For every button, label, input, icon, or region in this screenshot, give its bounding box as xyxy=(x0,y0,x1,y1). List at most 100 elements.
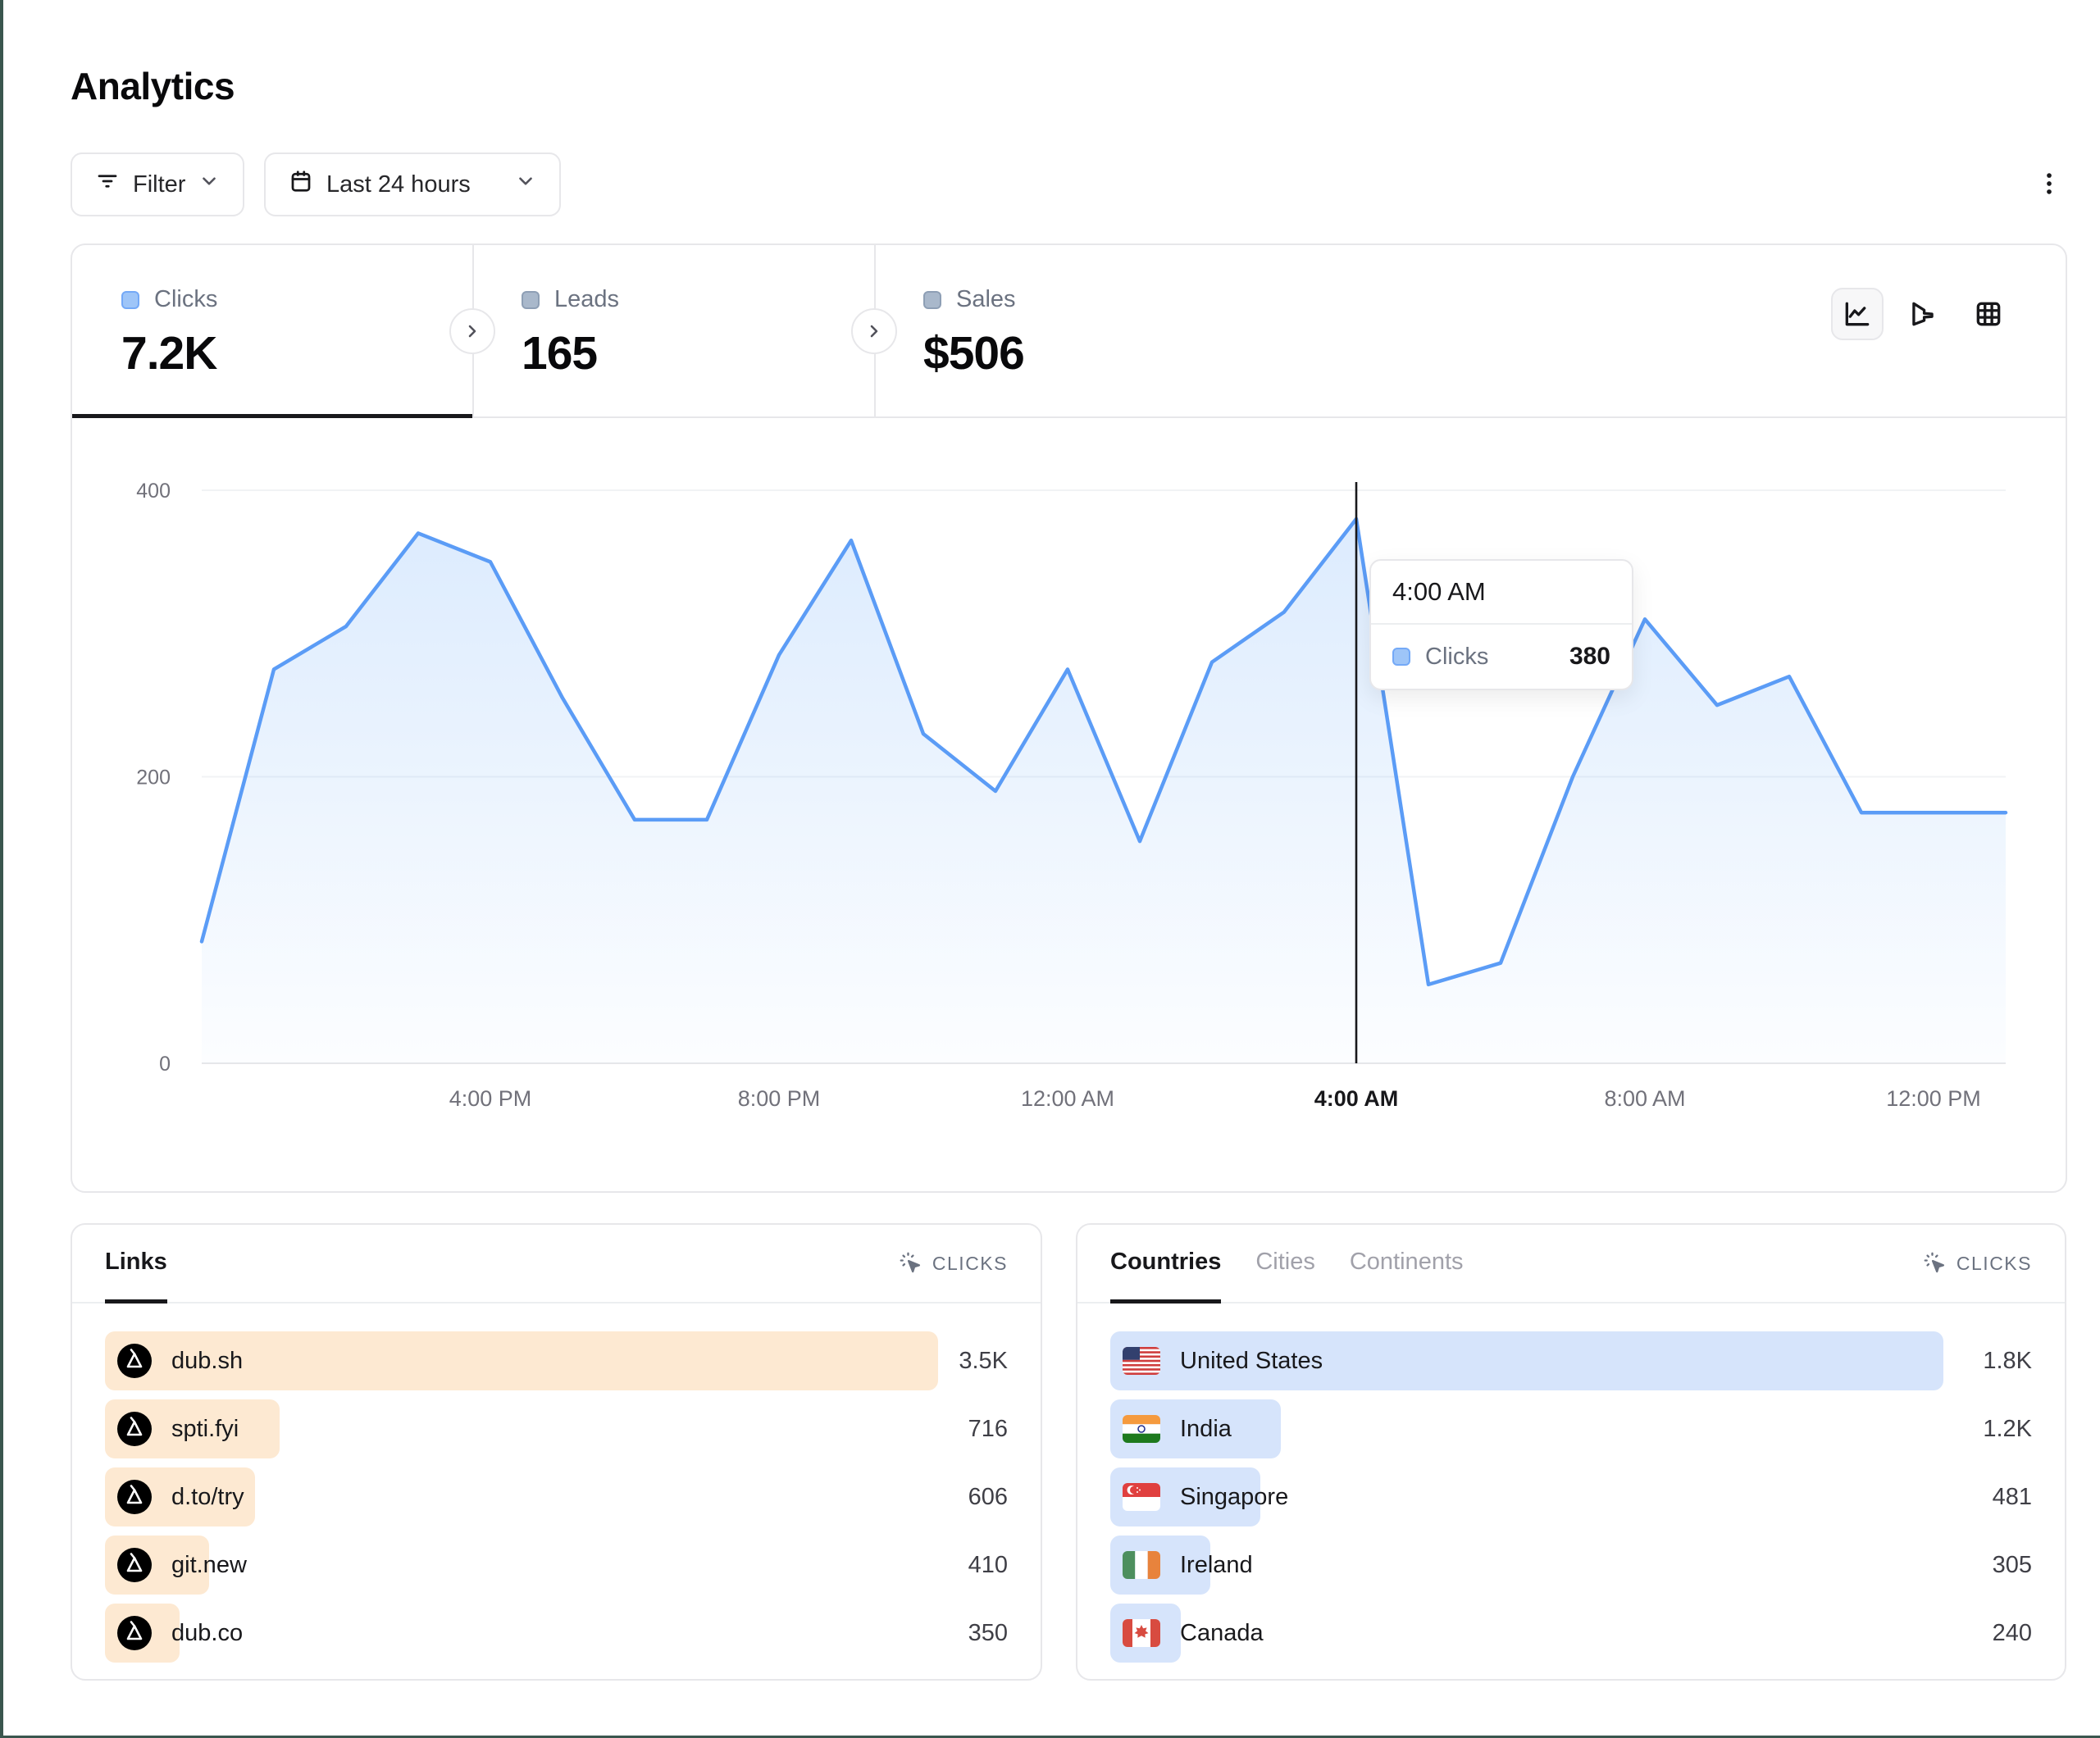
clicks-metric-value: 7.2K xyxy=(121,327,217,380)
chart-canvas[interactable]: 0 200 400 4:00 PM 8:00 PM 12:00 AM 4:00 AM 8:00… xyxy=(72,418,2066,1191)
x-axis-tick-label: 4:00 AM xyxy=(1314,1086,1399,1111)
tab-leads[interactable]: Leads 165 xyxy=(472,245,874,418)
value-bar xyxy=(1110,1331,1943,1390)
country-row-canada[interactable]: Canada 240 xyxy=(1110,1604,2032,1663)
us-flag-icon xyxy=(1123,1347,1160,1375)
clicks-metric-label: Clicks xyxy=(154,286,218,312)
row-label: git.new xyxy=(171,1551,247,1578)
links-metric-header[interactable]: CLICKS xyxy=(900,1252,1008,1275)
viewport-left-edge xyxy=(0,0,3,1738)
chevron-right-icon xyxy=(468,325,476,338)
chart-view-toggle xyxy=(1831,288,2015,340)
metrics-header: Clicks 7.2K Leads 165 Sales $506 xyxy=(72,245,2066,418)
ca-flag-icon xyxy=(1123,1619,1160,1647)
row-label: Singapore xyxy=(1180,1483,1289,1510)
clicks-area-chart[interactable]: 0 200 400 4:00 PM 8:00 PM 12:00 AM 4:00 AM 8:00… xyxy=(72,418,2066,1191)
table-grid-icon xyxy=(1976,302,2001,326)
calendar-icon xyxy=(289,169,313,200)
date-range-button[interactable]: Last 24 hours xyxy=(264,152,561,216)
filter-icon xyxy=(95,169,120,200)
link-row-dub-co[interactable]: dub.co 350 xyxy=(105,1604,1008,1663)
tooltip-metric-label: Clicks xyxy=(1425,643,1489,670)
countries-panel: Countries Cities Continents CLICKS Unite… xyxy=(1076,1223,2066,1681)
kebab-menu-icon xyxy=(2035,170,2063,200)
more-options-button[interactable] xyxy=(2024,159,2075,210)
countries-metric-header[interactable]: CLICKS xyxy=(1924,1252,2032,1275)
x-axis-tick-label: 8:00 AM xyxy=(1604,1086,1685,1111)
y-axis-tick-label: 200 xyxy=(136,767,171,789)
chevron-down-icon xyxy=(198,171,220,198)
links-panel: Links CLICKS dub.sh 3.5K spti.fyi 716 d.to/t… xyxy=(71,1223,1042,1681)
country-row-ireland[interactable]: Ireland 305 xyxy=(1110,1536,2032,1595)
dub-logo-icon xyxy=(117,1412,152,1446)
link-row-git-new[interactable]: git.new 410 xyxy=(105,1536,1008,1595)
links-list: dub.sh 3.5K spti.fyi 716 d.to/try 606 git.new 4… xyxy=(72,1304,1041,1663)
filter-button[interactable]: Filter xyxy=(71,152,244,216)
date-range-label: Last 24 hours xyxy=(326,171,471,198)
line-chart-view-button[interactable] xyxy=(1831,288,1884,340)
row-label: spti.fyi xyxy=(171,1415,239,1442)
ie-flag-icon xyxy=(1123,1551,1160,1579)
sg-flag-icon xyxy=(1123,1483,1160,1511)
tab-links[interactable]: Links xyxy=(105,1225,167,1304)
tab-cities[interactable]: Cities xyxy=(1255,1249,1315,1275)
countries-list: United States 1.8K India 1.2K Singapore 481 Ir… xyxy=(1077,1304,2065,1663)
leads-metric-label: Leads xyxy=(554,286,620,312)
clicks-line xyxy=(199,516,2008,987)
row-label: India xyxy=(1180,1415,1232,1442)
cursor-click-icon xyxy=(900,1252,920,1273)
row-value: 481 xyxy=(1992,1483,2032,1510)
viewport-bottom-edge xyxy=(0,1736,2100,1738)
table-view-button[interactable] xyxy=(1962,288,2015,340)
link-row-dub-sh[interactable]: dub.sh 3.5K xyxy=(105,1331,1008,1390)
tooltip-clicks-square-icon xyxy=(1392,648,1410,666)
x-axis-tick-label: 4:00 PM xyxy=(449,1086,532,1111)
sales-metric-label: Sales xyxy=(956,286,1016,312)
tooltip-metric-value: 380 xyxy=(1569,643,1610,670)
funnel-icon xyxy=(1912,302,1934,326)
row-value: 606 xyxy=(968,1483,1008,1510)
row-value: 716 xyxy=(968,1415,1008,1442)
tab-clicks[interactable]: Clicks 7.2K xyxy=(72,245,472,418)
dub-logo-icon xyxy=(117,1480,152,1514)
tab-countries[interactable]: Countries xyxy=(1110,1225,1222,1304)
row-value: 240 xyxy=(1992,1619,2032,1646)
x-axis-tick-label: 12:00 PM xyxy=(1886,1086,1981,1111)
y-axis-tick-label: 0 xyxy=(159,1053,171,1076)
leads-metric-value: 165 xyxy=(522,327,598,380)
value-bar xyxy=(105,1331,938,1390)
cursor-click-icon xyxy=(1924,1252,1944,1273)
row-value: 305 xyxy=(1992,1551,2032,1578)
chevron-down-icon xyxy=(515,171,536,198)
sales-legend-square-icon xyxy=(923,290,941,309)
country-row-singapore[interactable]: Singapore 481 xyxy=(1110,1467,2032,1526)
dub-logo-icon xyxy=(117,1616,152,1650)
dub-logo-icon xyxy=(117,1548,152,1582)
analytics-card: Clicks 7.2K Leads 165 Sales $506 xyxy=(71,243,2067,1193)
link-row-d-to-try[interactable]: d.to/try 606 xyxy=(105,1467,1008,1526)
x-axis-tick-label: 8:00 PM xyxy=(738,1086,821,1111)
country-row-united-states[interactable]: United States 1.8K xyxy=(1110,1331,2032,1390)
page-title: Analytics xyxy=(71,65,235,107)
link-row-spti-fyi[interactable]: spti.fyi 716 xyxy=(105,1399,1008,1458)
tab-sales[interactable]: Sales $506 xyxy=(874,245,2069,418)
row-label: dub.co xyxy=(171,1619,244,1646)
expand-leads-button[interactable] xyxy=(851,308,897,354)
country-row-india[interactable]: India 1.2K xyxy=(1110,1399,2032,1458)
row-label: United States xyxy=(1180,1347,1323,1374)
x-axis-tick-label: 12:00 AM xyxy=(1021,1086,1114,1111)
area-fill xyxy=(202,518,2006,1063)
tab-continents[interactable]: Continents xyxy=(1349,1249,1464,1275)
in-flag-icon xyxy=(1123,1415,1160,1443)
expand-clicks-button[interactable] xyxy=(449,308,495,354)
active-tab-underline xyxy=(72,414,472,418)
row-value: 1.8K xyxy=(1983,1347,2032,1374)
row-label: dub.sh xyxy=(171,1347,244,1374)
dub-logo-icon xyxy=(117,1344,152,1378)
y-axis-tick-label: 400 xyxy=(136,480,171,503)
row-value: 350 xyxy=(968,1619,1008,1646)
sales-metric-value: $506 xyxy=(923,327,1025,380)
clicks-legend-square-icon xyxy=(121,290,139,309)
row-label: Ireland xyxy=(1180,1551,1253,1578)
funnel-view-button[interactable] xyxy=(1897,288,1949,340)
